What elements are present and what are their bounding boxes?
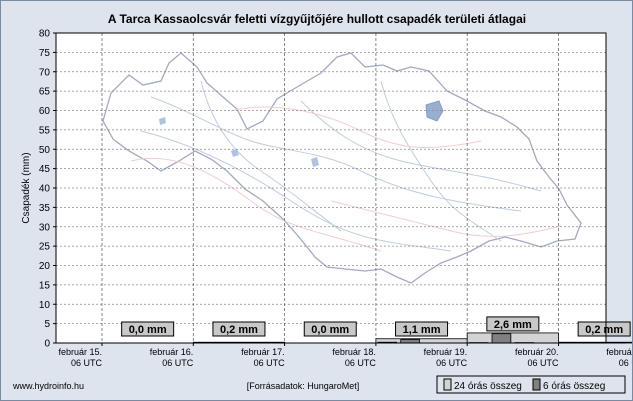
legend-label-6h: 6 órás összeg xyxy=(543,381,605,392)
daily-label-text: 0,2 mm xyxy=(220,324,258,336)
daily-label-box xyxy=(303,321,357,337)
x-tick-utc: 06 UTC xyxy=(527,358,559,368)
plot-border xyxy=(55,32,607,344)
y-tick-label: 40 xyxy=(39,184,51,195)
daily-label: 0,0 mm xyxy=(303,321,357,337)
x-tick-utc: 06 UTC xyxy=(619,358,632,368)
y-tick-label: 35 xyxy=(39,203,51,214)
data-source: [Forrásadatok: HungaroMet] xyxy=(247,381,360,391)
daily-label-box xyxy=(212,321,266,337)
legend-swatch-24h xyxy=(443,378,452,391)
daily-label-text: 1,1 mm xyxy=(403,324,441,336)
daily-value-labels: 0,0 mm 0,2 mm 0,0 mm 1,1 mm 2,6 mm 0,2 mm xyxy=(121,316,631,337)
x-tick-label: február 17. xyxy=(241,347,285,357)
y-tick-label: 75 xyxy=(39,48,51,59)
x-tick-utc: 06 UTC xyxy=(436,358,468,368)
x-tick-utc: 06 UTC xyxy=(345,358,377,368)
plot-area xyxy=(56,33,606,343)
daily-label: 0,2 mm xyxy=(577,321,631,337)
y-tick-label: 50 xyxy=(39,145,51,156)
y-tick-label: 5 xyxy=(44,319,50,330)
legend: 24 órás összeg 6 órás összeg xyxy=(436,375,626,394)
grid-lines xyxy=(56,33,606,343)
legend-box xyxy=(436,375,626,394)
legend-label-24h: 24 órás összeg xyxy=(454,381,522,392)
x-tick-label: február 16. xyxy=(150,347,194,357)
daily-label-box xyxy=(395,321,449,337)
y-tick-label: 15 xyxy=(39,280,51,291)
y-tick-label: 0 xyxy=(44,339,50,350)
y-tick-label: 60 xyxy=(39,106,51,117)
y-tick-label: 70 xyxy=(39,67,51,78)
y-axis: 0 5 10 15 20 25 30 35 40 45 50 55 60 65 70 75 80 xyxy=(39,29,56,350)
x-tick-label: február 19. xyxy=(424,347,468,357)
bar-6h xyxy=(400,339,420,344)
x-tick-label: február 15. xyxy=(58,347,102,357)
x-tick-label: február 21. xyxy=(606,347,632,357)
x-tick-utc: 06 UTC xyxy=(71,358,103,368)
legend-swatch-6h xyxy=(532,378,541,391)
chart-title: A Tarca Kassaolcsvár feletti vízgyűjtőjé… xyxy=(108,12,526,26)
y-tick-label: 80 xyxy=(39,29,51,40)
y-tick-label: 45 xyxy=(39,164,51,175)
daily-label: 1,1 mm xyxy=(395,321,449,337)
y-tick-label: 30 xyxy=(39,222,51,233)
daily-label-box xyxy=(577,321,631,337)
site-url: www.hydroinfo.hu xyxy=(12,381,84,391)
bar-24h xyxy=(466,332,559,344)
x-tick-label: február 18. xyxy=(332,347,376,357)
y-tick-label: 20 xyxy=(39,261,51,272)
x-tick-label: február 20. xyxy=(515,347,559,357)
daily-label-text: 0,2 mm xyxy=(585,324,623,336)
x-tick-utc: 06 UTC xyxy=(162,358,194,368)
y-tick-label: 55 xyxy=(39,125,51,136)
catchment-map-image xyxy=(102,52,582,284)
daily-label-text: 2,6 mm xyxy=(494,319,532,331)
y-tick-label: 10 xyxy=(39,300,51,311)
daily-label: 0,0 mm xyxy=(121,321,175,337)
x-tick-utc: 06 UTC xyxy=(254,358,286,368)
daily-label-box xyxy=(486,316,540,332)
bar-6h xyxy=(491,333,512,344)
daily-label-box xyxy=(121,321,175,337)
y-tick-label: 65 xyxy=(39,87,51,98)
daily-label: 2,6 mm xyxy=(486,316,540,332)
y-tick-label: 25 xyxy=(39,242,51,253)
daily-label: 0,2 mm xyxy=(212,321,266,337)
daily-label-text: 0,0 mm xyxy=(129,324,167,336)
y-axis-label: Csapadék (mm) xyxy=(21,152,32,223)
daily-label-text: 0,0 mm xyxy=(311,324,349,336)
